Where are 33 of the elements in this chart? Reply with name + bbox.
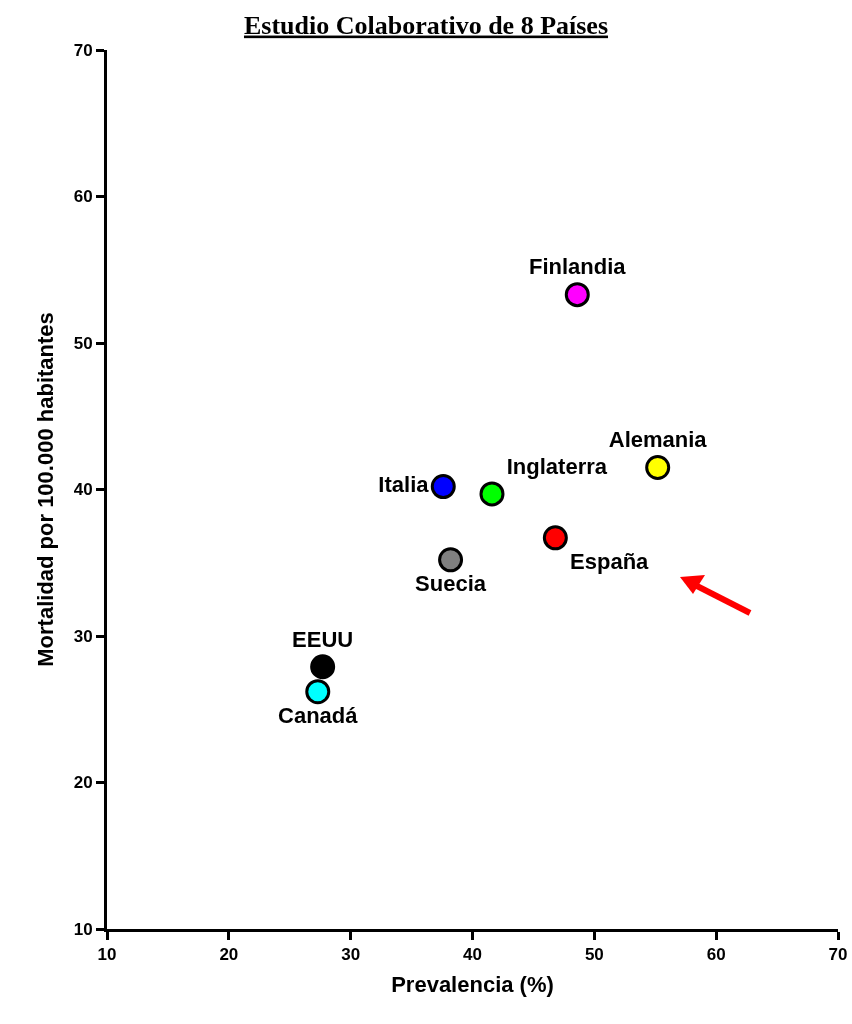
- series-label: Suecia: [415, 571, 487, 597]
- point: [645, 455, 671, 481]
- y-tick-label: 30: [73, 626, 93, 646]
- y-tick-label: 20: [73, 773, 93, 793]
- series-label: España: [570, 549, 650, 575]
- series-label: EEUU: [292, 626, 354, 652]
- x-axis-title: Prevalencia (%): [391, 972, 554, 998]
- series-label: Finlandia: [529, 254, 627, 280]
- x-tick-label: 60: [706, 945, 726, 965]
- series-label: Canadá: [278, 702, 359, 728]
- x-tick-label: 20: [219, 945, 239, 965]
- x-tick-label: 40: [463, 945, 482, 965]
- y-axis-title: Mortalidad por 100.000 habitantes: [33, 312, 59, 667]
- series-label: Inglaterra: [506, 453, 608, 479]
- point: [564, 282, 590, 308]
- x-tick-label: 30: [341, 945, 361, 965]
- series-label: Alemania: [608, 427, 708, 453]
- point: [305, 679, 331, 705]
- x-tick-label: 10: [97, 945, 117, 965]
- x-tick-label: 50: [584, 945, 604, 965]
- point: [438, 547, 464, 573]
- point: [542, 525, 568, 551]
- point: [310, 654, 336, 680]
- y-tick-label: 40: [73, 480, 93, 500]
- point: [479, 481, 505, 507]
- y-tick-label: 70: [73, 40, 93, 60]
- chart-title: Estudio Colaborativo de 8 Países: [243, 10, 609, 40]
- point: [430, 474, 456, 500]
- x-tick-label: 70: [828, 945, 848, 965]
- y-tick-label: 60: [73, 187, 93, 207]
- series-label: Italia: [378, 472, 430, 498]
- y-tick-label: 50: [73, 333, 93, 353]
- y-tick-label: 10: [73, 919, 93, 939]
